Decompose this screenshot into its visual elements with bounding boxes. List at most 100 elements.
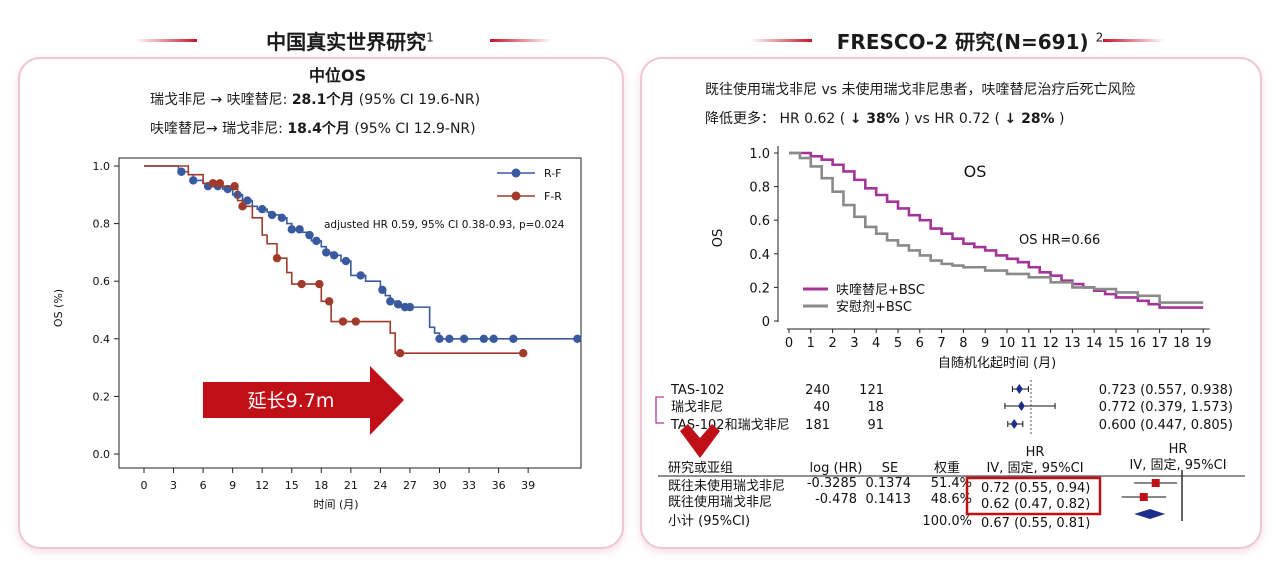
km1-ylabel: OS (%): [52, 289, 65, 327]
km1-hr-annotation: adjusted HR 0.59, 95% CI 0.38-0.93, p=0.…: [324, 219, 565, 231]
km2-xlabel: 自随机化起时间 (月): [938, 356, 1056, 371]
meta-point-estimate: [1151, 479, 1160, 487]
km1-censor-marker: [287, 225, 296, 234]
km1-ytick-label: 1.0: [93, 160, 111, 173]
km1-censor-marker: [435, 334, 444, 343]
km1-censor-marker: [208, 179, 218, 188]
km1-censor-marker: [573, 334, 582, 343]
km2-xtick-label: 17: [1151, 336, 1168, 351]
km2-xtick-label: 1: [807, 336, 815, 351]
forest-plot: TAS-102 240 121 0.723 (0.557, 0.938) 瑞戈非尼 40 1…: [670, 380, 1233, 436]
km1-censor-marker: [272, 253, 282, 263]
forest-point-estimate: [1010, 419, 1018, 429]
km1-censor-marker: [230, 181, 239, 191]
meta-row-ci: 0.72 (0.55, 0.94): [981, 481, 1090, 496]
km1-censor-marker: [351, 317, 360, 326]
km2-curves: [789, 151, 1204, 309]
forest-hr-text: 0.772 (0.379, 1.573): [1099, 400, 1233, 415]
km1-legend-marker: [511, 168, 521, 178]
km2-hr-annotation: OS HR=0.66: [1019, 233, 1100, 248]
km1-xtick-label: 12: [255, 479, 269, 492]
km1-censor-marker: [338, 317, 348, 326]
km1-ytick-label: 0.4: [93, 333, 111, 346]
km-chart-fresco2: 0 1 2 3 4 5 6 7 8 9 10 11 12 13 14 15 16 17 18 1900.20.40.6…: [711, 146, 1211, 371]
km2-xtick-label: 14: [1086, 336, 1103, 351]
meta-row-label: 小计 (95%CI): [668, 514, 750, 529]
km1-censor-marker: [295, 225, 304, 234]
km1-censor-marker: [509, 334, 518, 343]
meta-header-se: SE: [882, 461, 898, 476]
km1-censor-marker: [267, 210, 277, 220]
meta-header-loghr: log (HR): [810, 461, 863, 476]
km2-xtick-label: 11: [1021, 336, 1038, 351]
km1-xtick-label: 36: [492, 479, 506, 492]
bracket: [655, 396, 664, 424]
meta-row-se: 0.1374: [866, 476, 912, 491]
forest-point-estimate: [1015, 384, 1023, 394]
km1-censor-marker: [297, 279, 306, 289]
km1-censor-marker: [243, 196, 252, 205]
fr-median-os-line: 呋喹替尼→ 瑞戈非尼: 18.4个月 (95% CI 12.9-NR): [150, 121, 476, 137]
title-decoration-left: [750, 39, 812, 42]
meta-header-hr2-method: IV, 固定, 95%CI: [1129, 458, 1226, 473]
meta-row-weight: 48.6%: [931, 492, 972, 507]
km2-ytick-label: 0.6: [749, 214, 770, 229]
km1-censor-marker: [356, 271, 365, 280]
km2-ytick-label: 0.8: [749, 181, 770, 196]
km2-xtick-label: 10: [999, 336, 1016, 351]
km2-ytick-label: 0: [762, 315, 770, 330]
km1-plot-frame: [118, 157, 582, 469]
km1-censor-marker: [177, 167, 186, 176]
meta-header-subgroup: 研究或亚组: [668, 461, 733, 476]
km1-censor-marker: [277, 213, 287, 223]
meta-row-label: 既往未使用瑞戈非尼: [668, 478, 785, 494]
km1-censor-marker: [258, 205, 267, 214]
forest-n1: 240: [805, 383, 830, 398]
km2-xtick-label: 3: [850, 336, 858, 351]
meta-point-estimate: [1139, 493, 1148, 501]
forest-point-estimate: [1017, 401, 1025, 411]
km1-censor-marker: [329, 251, 339, 260]
forest-row-label: 瑞戈非尼: [671, 400, 723, 415]
highlight-box: [965, 476, 1102, 516]
meta-summary-diamond: [1134, 509, 1166, 519]
km2-xtick-label: 4: [872, 336, 880, 351]
km2-xtick-label: 15: [1108, 336, 1125, 351]
meta-header-hr: HR: [1026, 445, 1045, 460]
km1-xtick-label: 27: [403, 479, 417, 492]
meta-header-hr-method: IV, 固定, 95%CI: [986, 461, 1083, 476]
km2-xtick-label: 5: [894, 336, 902, 351]
km1-xtick-label: 15: [285, 479, 299, 492]
km1-xtick-label: 3: [170, 479, 177, 492]
km1-xtick-label: 0: [141, 479, 148, 492]
km1-censor-marker: [312, 236, 321, 246]
km2-ylabel: OS: [711, 229, 726, 247]
right-description-line1: 既往使用瑞戈非尼 vs 未使用瑞戈非尼患者，呋喹替尼治疗后死亡风险: [705, 82, 1136, 98]
km1-legend-marker: [511, 191, 521, 201]
km1-xtick-label: 9: [229, 479, 236, 492]
km2-xtick-label: 8: [959, 336, 967, 351]
forest-n2: 91: [867, 418, 884, 433]
km2-ytick-label: 0.2: [749, 281, 770, 296]
left-section-title: 中国真实世界研究1: [266, 30, 434, 54]
forest-row-label: TAS-102和瑞戈非尼: [670, 418, 790, 433]
forest-n2: 121: [859, 383, 884, 398]
km1-censor-marker: [322, 248, 331, 257]
meta-row-label: 既往使用瑞戈非尼: [668, 494, 772, 510]
km1-censor-marker: [479, 334, 489, 343]
title-decoration-left: [135, 39, 197, 42]
km2-ytick-label: 0.4: [749, 248, 770, 263]
right-section-title: FRESCO-2 研究(N=691) 2: [836, 30, 1104, 54]
km1-censor-marker: [386, 297, 395, 306]
meta-header-weight: 权重: [934, 460, 960, 476]
km1-axes: 0 3 6 9 12 15 18 21 24 27 30 33 36 390.00.20.40.60.81…: [93, 160, 536, 492]
km2-axes: 0 1 2 3 4 5 6 7 8 9 10 11 12 13 14 15 16 17 18 1900.20.40.6…: [749, 146, 1211, 351]
km1-xtick-label: 30: [433, 479, 447, 492]
forest-n2: 18: [867, 400, 884, 415]
km1-ytick-label: 0.0: [93, 448, 111, 461]
meta-row-loghr: -0.3285: [807, 476, 857, 491]
meta-header-hr2: HR: [1169, 442, 1188, 457]
km2-xtick-label: 19: [1195, 336, 1212, 351]
